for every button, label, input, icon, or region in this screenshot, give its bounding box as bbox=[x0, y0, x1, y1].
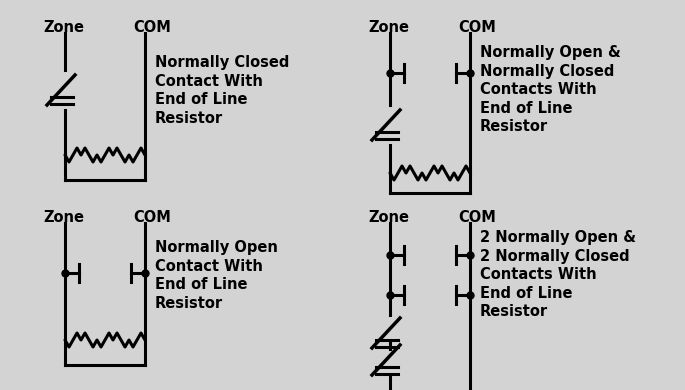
Text: Zone: Zone bbox=[368, 210, 409, 225]
Text: COM: COM bbox=[458, 20, 496, 35]
Text: Zone: Zone bbox=[368, 20, 409, 35]
Text: Normally Open &
Normally Closed
Contacts With
End of Line
Resistor: Normally Open & Normally Closed Contacts… bbox=[480, 45, 621, 135]
Text: 2 Normally Open &
2 Normally Closed
Contacts With
End of Line
Resistor: 2 Normally Open & 2 Normally Closed Cont… bbox=[480, 230, 636, 319]
Text: COM: COM bbox=[133, 20, 171, 35]
Text: COM: COM bbox=[458, 210, 496, 225]
Text: Zone: Zone bbox=[43, 20, 84, 35]
Text: COM: COM bbox=[133, 210, 171, 225]
Text: Normally Open
Contact With
End of Line
Resistor: Normally Open Contact With End of Line R… bbox=[155, 240, 278, 311]
Text: Zone: Zone bbox=[43, 210, 84, 225]
Text: Normally Closed
Contact With
End of Line
Resistor: Normally Closed Contact With End of Line… bbox=[155, 55, 289, 126]
